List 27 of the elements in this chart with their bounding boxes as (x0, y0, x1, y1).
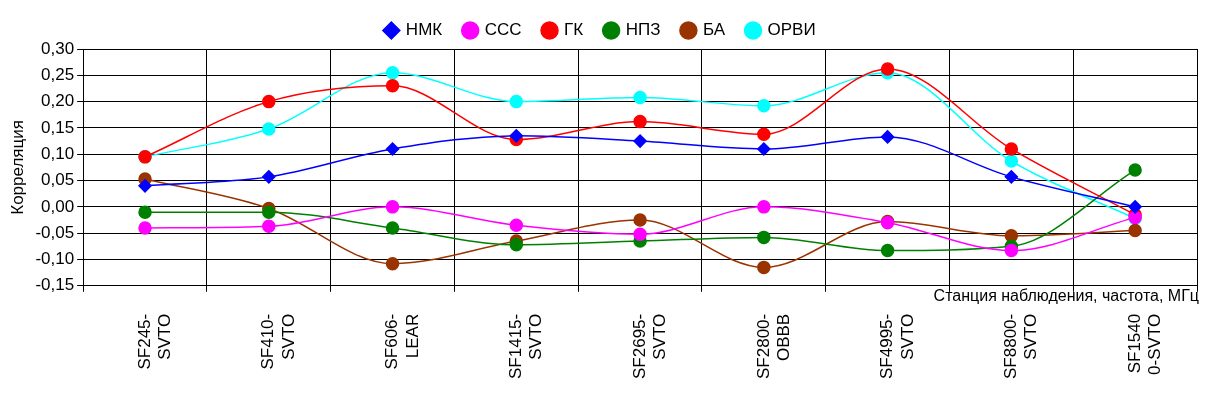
legend-label: НПЗ (625, 20, 661, 40)
y-tick-label: -0,15 (35, 275, 75, 295)
y-tick-label: 0,30 (41, 38, 75, 58)
x-axis-title: Станция наблюдения, частота, МГц (933, 287, 1199, 305)
y-tick-label: 0,00 (41, 196, 75, 216)
x-tick-label: SF15400-SVTO (1124, 313, 1165, 375)
legend-label: БА (702, 20, 726, 40)
x-tick-label: SF606-LEAR (382, 313, 422, 370)
y-tick-label: 0,25 (41, 65, 75, 84)
y-tick-label: -0,05 (35, 222, 75, 242)
y-tick-label: 0,20 (41, 91, 75, 111)
x-tick-label: SF1415-SVTO (506, 313, 546, 379)
x-tick-label: SF2695-SVTO (629, 313, 670, 379)
y-axis-title: Корреляция (7, 120, 27, 215)
y-tick-label: 0,15 (41, 117, 75, 137)
x-tick-label: SF2800-OBBB (753, 313, 793, 379)
legend-label: ГК (564, 20, 584, 40)
y-tick-label: 0,05 (41, 170, 75, 190)
legend-label: ССС (484, 20, 522, 40)
legend-label: НМК (405, 20, 443, 40)
x-tick-label: SF245-SVTO (134, 313, 175, 370)
y-tick-label: -0,10 (35, 249, 75, 269)
x-tick-label: SF4995-SVTO (877, 313, 917, 379)
y-tick-label: 0,10 (41, 143, 75, 163)
x-tick-label: SF410-SVTO (258, 313, 298, 370)
legend-label: ОРВИ (767, 20, 816, 40)
x-tick-label: SF8800-SVTO (1001, 313, 1041, 379)
